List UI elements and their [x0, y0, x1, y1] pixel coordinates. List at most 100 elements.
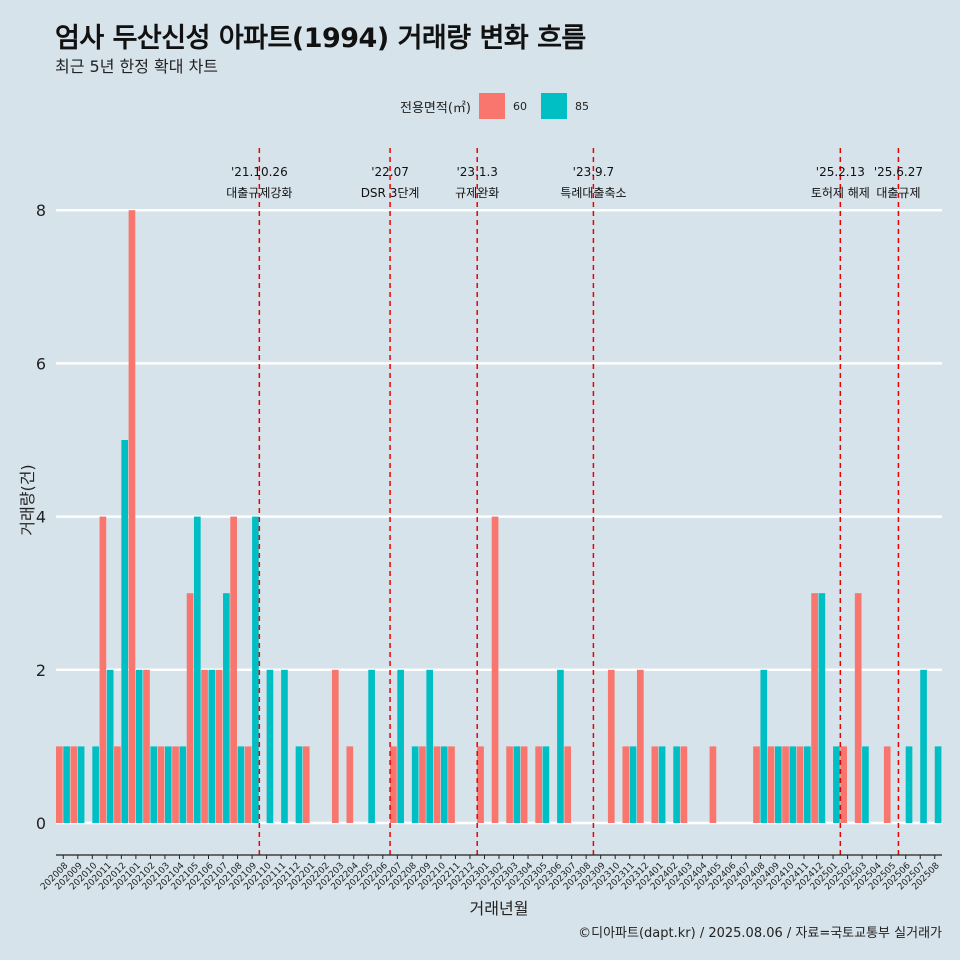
y-tick-label: 8: [36, 201, 46, 220]
event-date: '22.07: [371, 165, 409, 179]
event-label: 대출규제: [876, 186, 920, 200]
bar-60: [796, 746, 804, 823]
bar-60: [215, 669, 223, 823]
bar-85: [135, 669, 143, 823]
chart-subtitle: 최근 5년 한정 확대 차트: [55, 57, 219, 76]
event-date: '23.1.3: [456, 165, 497, 179]
bar-85: [77, 746, 85, 823]
bar-60: [520, 746, 528, 823]
bar-60: [883, 746, 891, 823]
bar-60: [680, 746, 688, 823]
bar-60: [607, 669, 615, 823]
bar-85: [368, 669, 375, 823]
y-tick-label: 4: [36, 508, 46, 527]
legend: 전용면적(㎡) 60 85: [400, 93, 603, 119]
legend-key-85: [540, 93, 567, 119]
bar-60: [709, 746, 717, 823]
bar-85: [223, 593, 230, 823]
legend-label-60: 60: [512, 99, 527, 113]
bar-85: [121, 440, 129, 823]
bar-85: [92, 746, 99, 823]
bar-85: [833, 746, 840, 823]
bar-60: [477, 746, 484, 823]
bar-60: [491, 516, 499, 823]
bar-85: [150, 746, 158, 823]
event-label: 대출규제강화: [226, 186, 292, 200]
bar-85: [440, 746, 448, 823]
bar-60: [622, 746, 630, 823]
y-tick-label: 2: [36, 661, 46, 680]
bar-85: [208, 669, 216, 823]
bar-60: [840, 746, 847, 823]
bar-60: [56, 746, 63, 823]
y-axis-title: 거래량(건): [18, 464, 37, 535]
bar-85: [920, 669, 927, 823]
bar-85: [281, 669, 288, 823]
bar-60: [244, 746, 252, 823]
bar-85: [295, 746, 303, 823]
bar-85: [179, 746, 187, 823]
bar-60: [186, 593, 194, 823]
bar-85: [411, 746, 419, 823]
y-tick-label: 0: [36, 814, 46, 833]
source-caption: ©디아파트(dapt.kr) / 2025.08.06 / 자료=국토교통부 실…: [578, 926, 942, 941]
bar-85: [804, 746, 811, 823]
chart-title: 엄사 두산신성 아파트(1994) 거래량 변화 흐름: [55, 23, 586, 54]
bar-85: [557, 669, 564, 823]
bar-85: [862, 746, 869, 823]
bar-85: [818, 593, 826, 823]
bar-60: [172, 746, 179, 823]
bar-85: [760, 669, 768, 823]
bar-85: [905, 746, 913, 823]
bar-60: [143, 669, 150, 823]
legend-key-60: [478, 93, 505, 119]
bar-60: [767, 746, 775, 823]
bar-85: [397, 669, 404, 823]
bar-85: [237, 746, 245, 823]
event-date: '23.9.7: [573, 165, 614, 179]
bar-85: [513, 746, 521, 823]
legend-label-85: 85: [574, 99, 589, 113]
event-label: 규제완화: [455, 186, 499, 200]
bar-60: [390, 746, 397, 823]
bar-60: [811, 593, 818, 823]
bar-85: [934, 746, 942, 823]
event-date: '25.6.27: [874, 165, 923, 179]
bar-60: [230, 516, 237, 823]
bar-85: [63, 746, 70, 823]
bar-60: [448, 746, 455, 823]
bar-60: [419, 746, 426, 823]
bar-60: [331, 669, 339, 823]
bar-60: [753, 746, 760, 823]
bar-85: [774, 746, 782, 823]
bar-60: [651, 746, 659, 823]
bar-60: [782, 746, 789, 823]
bar-60: [99, 516, 107, 823]
bar-60: [854, 593, 862, 823]
bar-60: [70, 746, 78, 823]
event-date: '21.10.26: [231, 165, 288, 179]
bar-60: [506, 746, 513, 823]
bar-85: [106, 669, 114, 823]
bar-60: [201, 669, 208, 823]
bar-85: [658, 746, 666, 823]
bar-60: [302, 746, 310, 823]
bar-60: [433, 746, 441, 823]
x-axis-title: 거래년월: [470, 899, 529, 918]
bar-85: [789, 746, 797, 823]
y-tick-label: 6: [36, 354, 46, 373]
bar-60: [114, 746, 121, 823]
legend-title: 전용면적(㎡): [400, 100, 471, 116]
bar-60: [346, 746, 354, 823]
bar-85: [629, 746, 637, 823]
bar-60: [157, 746, 165, 823]
event-date: '25.2.13: [816, 165, 865, 179]
bar-85: [426, 669, 434, 823]
event-label: 토허제 해제: [811, 186, 870, 200]
bar-85: [542, 746, 550, 823]
bar-85: [252, 516, 259, 823]
bar-85: [164, 746, 172, 823]
bar-60: [636, 669, 644, 823]
bar-60: [128, 210, 136, 823]
